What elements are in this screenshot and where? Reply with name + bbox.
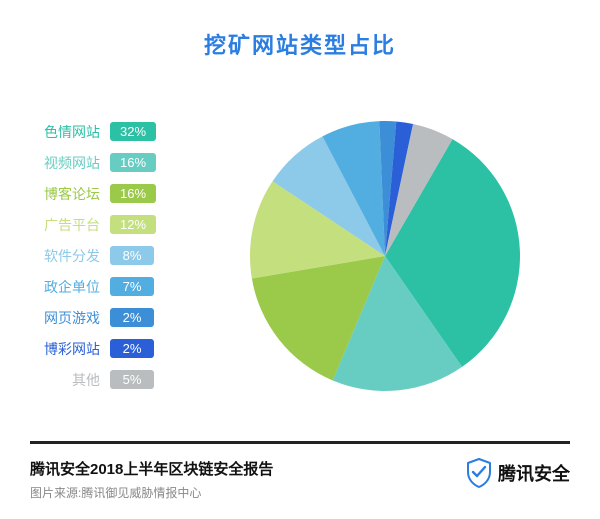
legend-label: 网页游戏: [30, 308, 100, 328]
legend-value-badge: 5%: [110, 370, 154, 389]
footer-left: 腾讯安全2018上半年区块链安全报告 图片来源:腾讯御见威胁情报中心: [30, 458, 273, 501]
pie-wrap: [200, 106, 570, 406]
footer: 腾讯安全2018上半年区块链安全报告 图片来源:腾讯御见威胁情报中心 腾讯安全: [30, 441, 570, 501]
legend-value-badge: 2%: [110, 308, 154, 327]
legend-label: 软件分发: [30, 246, 100, 266]
legend-row: 博客论坛 16%: [30, 184, 200, 204]
legend-label: 色情网站: [30, 122, 100, 142]
chart-area: 色情网站 32% 视频网站 16% 博客论坛 16% 广告平台 12% 软件分发 8% 政企单位 7%…: [0, 60, 600, 441]
legend-value-badge: 7%: [110, 277, 154, 296]
legend-row: 广告平台 12%: [30, 215, 200, 235]
legend-list: 色情网站 32% 视频网站 16% 博客论坛 16% 广告平台 12% 软件分发 8% 政企单位 7%…: [30, 122, 200, 390]
legend-label: 广告平台: [30, 215, 100, 235]
legend-value-badge: 12%: [110, 215, 156, 234]
legend-value-badge: 32%: [110, 122, 156, 141]
legend-row: 政企单位 7%: [30, 277, 200, 297]
legend-row: 软件分发 8%: [30, 246, 200, 266]
legend-row: 色情网站 32%: [30, 122, 200, 142]
brand-text: 腾讯安全: [498, 460, 570, 486]
legend-label: 博客论坛: [30, 184, 100, 204]
legend-label: 政企单位: [30, 277, 100, 297]
pie-chart: [235, 106, 535, 406]
legend-value-badge: 16%: [110, 153, 156, 172]
footer-report-title: 腾讯安全2018上半年区块链安全报告: [30, 458, 273, 479]
legend-value-badge: 8%: [110, 246, 154, 265]
legend-label: 视频网站: [30, 153, 100, 173]
chart-title: 挖矿网站类型占比: [0, 28, 600, 60]
legend-label: 博彩网站: [30, 339, 100, 359]
legend-row: 其他 5%: [30, 370, 200, 390]
shield-icon: [466, 458, 492, 488]
legend-value-badge: 2%: [110, 339, 154, 358]
footer-source: 图片来源:腾讯御见威胁情报中心: [30, 484, 273, 501]
legend-label: 其他: [30, 370, 100, 390]
chart-card: 挖矿网站类型占比 色情网站 32% 视频网站 16% 博客论坛 16% 广告平台 12% 软件分…: [0, 0, 600, 519]
legend-row: 博彩网站 2%: [30, 339, 200, 359]
brand: 腾讯安全: [466, 458, 570, 488]
legend-row: 视频网站 16%: [30, 153, 200, 173]
legend-row: 网页游戏 2%: [30, 308, 200, 328]
legend-value-badge: 16%: [110, 184, 156, 203]
